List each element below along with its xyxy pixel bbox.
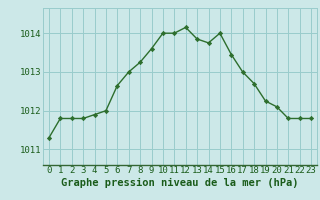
X-axis label: Graphe pression niveau de la mer (hPa): Graphe pression niveau de la mer (hPa): [61, 178, 299, 188]
